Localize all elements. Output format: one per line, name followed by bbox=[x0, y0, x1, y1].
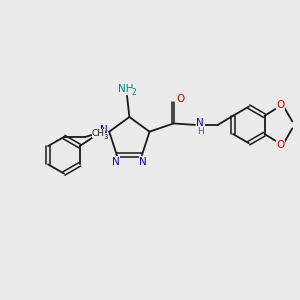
Text: O: O bbox=[276, 140, 285, 150]
Text: 2: 2 bbox=[131, 88, 136, 97]
Text: NH: NH bbox=[118, 84, 133, 94]
Text: N: N bbox=[196, 118, 204, 128]
Text: H: H bbox=[197, 127, 204, 136]
Text: CH: CH bbox=[92, 129, 105, 138]
Text: O: O bbox=[276, 100, 285, 110]
Text: 3: 3 bbox=[103, 134, 108, 140]
Text: N: N bbox=[100, 125, 108, 135]
Text: N: N bbox=[112, 157, 119, 167]
Text: O: O bbox=[176, 94, 184, 104]
Text: N: N bbox=[140, 157, 147, 167]
